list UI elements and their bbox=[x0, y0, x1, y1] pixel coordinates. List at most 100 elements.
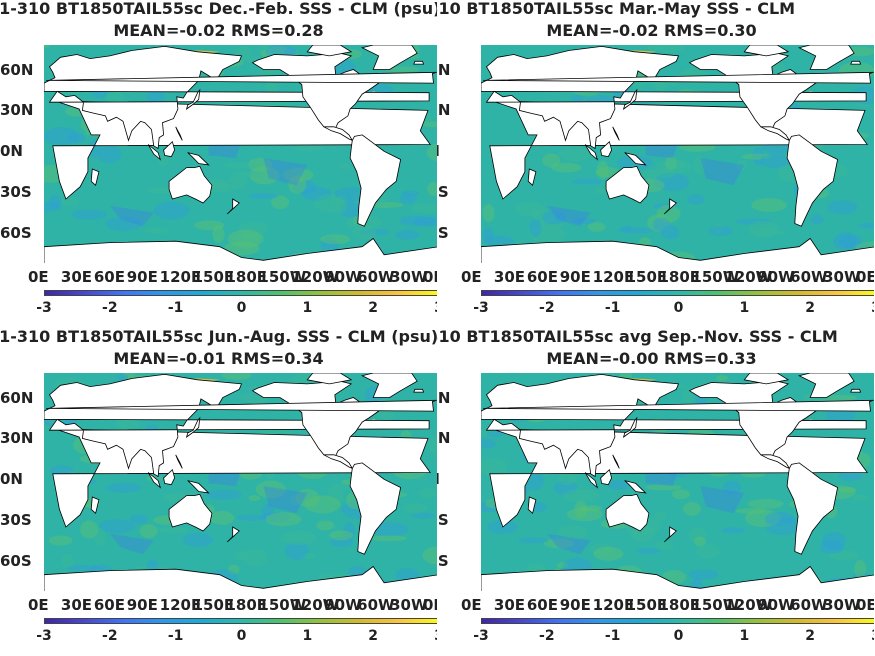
anomaly-patch bbox=[695, 395, 708, 406]
anomaly-patch bbox=[238, 221, 269, 236]
anomaly-patch bbox=[744, 509, 781, 528]
land-nz bbox=[226, 526, 240, 543]
lon-tick-label: 0E bbox=[856, 596, 874, 614]
anomaly-patch bbox=[653, 172, 690, 191]
colorbar-tick-label: 3 bbox=[434, 628, 437, 644]
anomaly-patch bbox=[248, 157, 273, 172]
anomaly-patch bbox=[640, 168, 677, 179]
anomaly-patch bbox=[671, 489, 690, 500]
sss-anomaly-map bbox=[481, 373, 874, 591]
colorbar-tick-label: -2 bbox=[102, 628, 118, 644]
land-borneo bbox=[163, 140, 176, 158]
lat-tick-label: 0N bbox=[0, 470, 23, 489]
anomaly-patch bbox=[529, 219, 542, 238]
anomaly-patch bbox=[395, 229, 420, 240]
lat-tick-label: 60N bbox=[437, 388, 451, 407]
anomaly-patch bbox=[130, 514, 149, 525]
lat-tick-label: 30S bbox=[0, 511, 32, 530]
anomaly-patch bbox=[654, 511, 667, 522]
land-iceland bbox=[850, 60, 862, 65]
anomaly-patch bbox=[352, 225, 377, 240]
land-samerica bbox=[349, 462, 402, 555]
anomaly-patch bbox=[334, 195, 347, 214]
negative-anomaly bbox=[109, 533, 154, 555]
land-madagascar bbox=[527, 168, 537, 187]
anomaly-patch bbox=[715, 375, 728, 382]
lon-tick-label: 30W bbox=[823, 596, 861, 614]
anomaly-patch bbox=[656, 204, 681, 223]
anomaly-patch bbox=[735, 160, 748, 171]
anomaly-patch bbox=[338, 163, 351, 170]
lon-tick-label: 0E bbox=[423, 268, 437, 286]
land-japan bbox=[622, 88, 638, 110]
lat-tick-label: 30N bbox=[0, 101, 34, 120]
colorbar-tick-label: -1 bbox=[167, 300, 184, 316]
anomaly-patch bbox=[293, 180, 318, 195]
lon-tick-label: 150E bbox=[192, 596, 235, 614]
anomaly-patch bbox=[587, 222, 606, 233]
land-arctic_isl bbox=[306, 373, 353, 385]
colorbar-tick-label: 2 bbox=[368, 300, 379, 316]
lat-tick-label: 60S bbox=[437, 552, 449, 571]
anomaly-patch bbox=[427, 435, 437, 454]
anomaly-patch bbox=[49, 194, 62, 209]
land-australia bbox=[605, 165, 650, 204]
land-namerica bbox=[251, 52, 380, 130]
anomaly-patch bbox=[595, 167, 620, 178]
anomaly-patch bbox=[248, 495, 261, 502]
anomaly-patch bbox=[99, 519, 136, 534]
land-philippines bbox=[175, 454, 183, 469]
anomaly-patch bbox=[326, 486, 345, 505]
anomaly-patch bbox=[828, 550, 859, 561]
colorbar bbox=[44, 290, 437, 296]
anomaly-patch bbox=[553, 480, 578, 495]
land-samerica bbox=[349, 134, 402, 227]
anomaly-patch bbox=[329, 530, 354, 541]
lat-tick-label: 30S bbox=[0, 183, 32, 202]
anomaly-patch bbox=[713, 223, 726, 234]
anomaly-patch bbox=[481, 458, 508, 477]
anomaly-patch bbox=[348, 566, 367, 577]
panel-stats: MEAN=-0.02 RMS=0.28 bbox=[113, 21, 324, 40]
anomaly-patch bbox=[229, 171, 248, 190]
anomaly-patch bbox=[223, 241, 260, 256]
colorbar-tick-label: -3 bbox=[473, 300, 489, 316]
land-japan bbox=[185, 416, 201, 438]
anomaly-patch bbox=[558, 471, 577, 486]
anomaly-patch bbox=[418, 488, 437, 499]
anomaly-patch bbox=[44, 45, 50, 48]
anomaly-patch bbox=[748, 220, 779, 239]
land-namerica bbox=[251, 380, 380, 458]
anomaly-patch bbox=[822, 531, 847, 550]
land-greenland bbox=[361, 45, 418, 70]
lon-tick-label: 120E bbox=[159, 268, 202, 286]
anomaly-patch bbox=[294, 145, 325, 152]
land-madagascar bbox=[90, 496, 100, 515]
land-borneo bbox=[163, 468, 176, 486]
land-namerica bbox=[688, 52, 817, 130]
lon-tick-label: 90E bbox=[559, 596, 591, 614]
anomaly-patch bbox=[93, 528, 106, 547]
land-philippines bbox=[612, 126, 620, 141]
land-iceland bbox=[413, 388, 425, 393]
lon-tick-label: 120E bbox=[159, 596, 202, 614]
anomaly-patch bbox=[303, 552, 316, 559]
anomaly-patch bbox=[735, 218, 772, 225]
negative-anomaly bbox=[700, 486, 745, 514]
anomaly-patch bbox=[773, 520, 786, 531]
anomaly-patch bbox=[578, 505, 603, 512]
anomaly-patch bbox=[832, 232, 857, 251]
lat-tick-label: 30N bbox=[437, 101, 451, 120]
negative-anomaly bbox=[263, 158, 308, 186]
land-newguinea bbox=[187, 480, 210, 494]
anomaly-patch bbox=[194, 220, 225, 231]
land-uk bbox=[483, 71, 874, 84]
lon-tick-label: 30W bbox=[390, 596, 428, 614]
land-arctic_isl bbox=[743, 373, 790, 385]
panel-stats: MEAN=-0.00 RMS=0.33 bbox=[546, 349, 757, 368]
anomaly-patch bbox=[571, 178, 602, 185]
anomaly-patch bbox=[514, 202, 545, 217]
lon-tick-label: 150E bbox=[192, 268, 235, 286]
lon-tick-label: 180E bbox=[658, 268, 701, 286]
lon-tick-label: 60E bbox=[526, 268, 558, 286]
